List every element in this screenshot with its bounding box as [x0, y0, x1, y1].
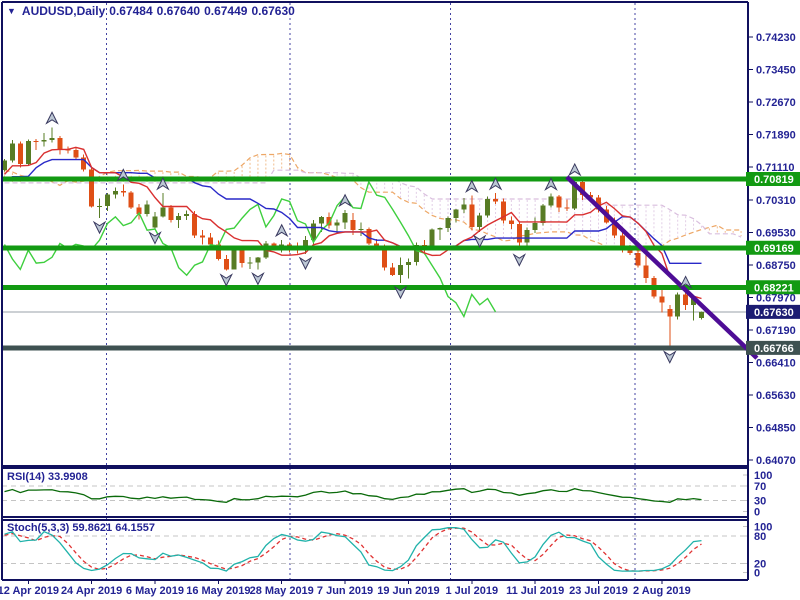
axis-label: 23 Jul 2019 — [569, 585, 628, 597]
axis-label: 0 — [754, 507, 760, 519]
axis-label: 24 Apr 2019 — [61, 585, 122, 597]
fractal-down-arrow-icon — [512, 253, 527, 267]
axis-label: 0.74230 — [756, 32, 796, 44]
panel-borders — [1, 1, 749, 581]
price-level-badge — [746, 280, 800, 295]
axis-label: 70 — [754, 481, 766, 493]
descending-trendline[interactable] — [565, 175, 759, 360]
stochastic-panel[interactable] — [2, 526, 746, 572]
price-level-badge — [746, 304, 800, 319]
axis-label: 0.68750 — [756, 260, 796, 272]
stoch-indicator-label: Stoch(5,3,3) 59.8621 64.1557 — [7, 522, 155, 534]
axis-label: 80 — [754, 531, 766, 543]
rsi-panel[interactable] — [2, 485, 746, 503]
axis-label: 0.67190 — [756, 325, 796, 337]
axis-label: 0.66766 — [754, 343, 794, 355]
axis-label: 20 — [754, 559, 766, 571]
fractal-down-arrow-icon — [92, 220, 107, 235]
fractal-up-arrow-icon — [567, 162, 582, 177]
candles — [2, 127, 704, 348]
price-level-badge — [746, 172, 800, 186]
axis-label: 0.66410 — [756, 358, 796, 370]
axis-label: 7 Jun 2019 — [317, 585, 373, 597]
fractal-up-arrow-icon — [338, 193, 352, 208]
stoch-main-line — [4, 526, 702, 572]
chart-title: ▼ AUDUSD,Daily 0.67484 0.67640 0.67449 0.6763… — [7, 4, 299, 18]
fractal-down-arrow-icon — [393, 285, 408, 300]
price-axis[interactable]: 0.74230 0.73450 0.72670 0.71890 0.71110 0.703… — [0, 32, 800, 597]
axis-label: 0.69169 — [754, 243, 794, 255]
fractal-up-arrow-icon — [274, 223, 289, 238]
axis-label: 1 Jul 2019 — [445, 585, 498, 597]
ohlc-open: 0.67484 — [109, 4, 153, 18]
axis-label: 0.71890 — [756, 129, 796, 141]
symbol-dropdown-icon[interactable]: ▼ — [7, 6, 16, 16]
stoch-signal-line — [4, 527, 702, 572]
axis-label: 0.67970 — [756, 293, 796, 305]
axis-label: 0.67630 — [754, 307, 794, 319]
fractal-up-arrow-icon — [678, 275, 693, 289]
fractal-up-arrow-icon — [116, 168, 131, 182]
fractal-down-arrow-icon — [219, 273, 234, 287]
ohlc-close: 0.67630 — [251, 4, 295, 18]
month-gridlines — [106, 3, 636, 580]
axis-label: 0.68221 — [754, 282, 794, 294]
axis-label: 28 May 2019 — [250, 585, 314, 597]
axis-label: 0.72670 — [756, 97, 796, 109]
fractal-down-arrow-icon — [663, 350, 677, 364]
axis-label: 0.64070 — [756, 455, 796, 467]
fractal-down-arrow-icon — [298, 256, 313, 271]
axis-label: 100 — [754, 522, 772, 534]
ohlc-low: 0.67449 — [204, 4, 248, 18]
fractal-down-arrow-icon — [148, 231, 162, 245]
axis-label: 0.73450 — [756, 64, 796, 76]
fractal-down-arrow-icon — [472, 234, 487, 248]
axis-label: 0.70819 — [754, 174, 794, 186]
fractal-up-arrow-icon — [156, 177, 170, 191]
axis-label: 0.69530 — [756, 228, 796, 240]
price-level-badge — [746, 240, 800, 255]
time-axis[interactable] — [27, 580, 663, 584]
axis-label: 0.71110 — [756, 162, 795, 174]
rsi-indicator-label: RSI(14) 33.9908 — [7, 471, 88, 483]
rsi-line — [4, 488, 702, 503]
axis-label: 100 — [754, 470, 772, 482]
axis-label: 16 May 2019 — [186, 585, 250, 597]
ohlc-high: 0.67640 — [156, 4, 201, 18]
axis-label: 0.70310 — [756, 195, 796, 207]
axis-label: 6 May 2019 — [126, 585, 184, 597]
axis-label: 0.64850 — [756, 423, 796, 435]
fractal-down-arrow-icon — [251, 271, 265, 286]
fractal-up-arrow-icon — [544, 177, 558, 191]
senkou-span-a-line — [4, 152, 742, 252]
axis-label: 0.65630 — [756, 390, 796, 402]
axis-label: 12 Apr 2019 — [0, 585, 59, 597]
symbol-period-label: AUDUSD,Daily — [21, 4, 106, 18]
axis-label: 11 Jul 2019 — [506, 585, 564, 597]
axis-label: 30 — [754, 496, 766, 508]
axis-label: 0 — [754, 568, 760, 580]
price-level-badge — [746, 340, 800, 355]
fractal-up-arrow-icon — [488, 177, 503, 191]
axis-label: 2 Aug 2019 — [633, 585, 691, 597]
fractal-up-arrow-icon — [465, 179, 479, 194]
fractal-arrows — [45, 111, 693, 364]
fractal-up-arrow-icon — [45, 111, 59, 125]
axis-label: 19 Jun 2019 — [377, 585, 439, 597]
